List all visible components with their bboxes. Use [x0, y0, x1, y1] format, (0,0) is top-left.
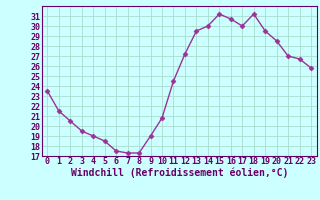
X-axis label: Windchill (Refroidissement éolien,°C): Windchill (Refroidissement éolien,°C)	[70, 168, 288, 178]
